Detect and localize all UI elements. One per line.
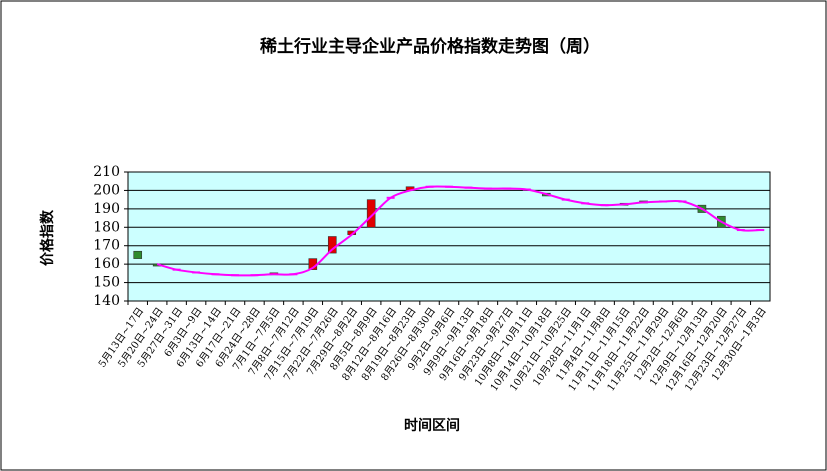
y-tick-label: 190 (93, 201, 120, 217)
y-tick-label: 170 (93, 238, 120, 254)
x-axis-label: 时间区间 (404, 417, 460, 434)
candle (327, 236, 337, 254)
chart-title: 稀土行业主导企业产品价格指数走势图（周） (260, 36, 600, 57)
candle (133, 250, 143, 259)
y-tick-label: 200 (93, 182, 120, 198)
y-tick-label: 180 (93, 219, 120, 235)
y-tick-label: 160 (93, 256, 120, 272)
plot-area (127, 171, 771, 302)
y-axis-label: 价格指数 (39, 209, 56, 266)
y-tick-label: 140 (93, 293, 120, 309)
y-tick-label: 150 (93, 275, 120, 291)
y-tick-label: 210 (93, 164, 120, 180)
index-line (156, 185, 761, 277)
